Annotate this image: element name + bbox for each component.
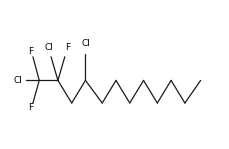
Text: Cl: Cl <box>44 43 53 52</box>
Text: F: F <box>28 103 33 112</box>
Text: Cl: Cl <box>13 76 22 85</box>
Text: F: F <box>28 47 33 56</box>
Text: Cl: Cl <box>81 38 90 48</box>
Text: F: F <box>65 43 70 52</box>
